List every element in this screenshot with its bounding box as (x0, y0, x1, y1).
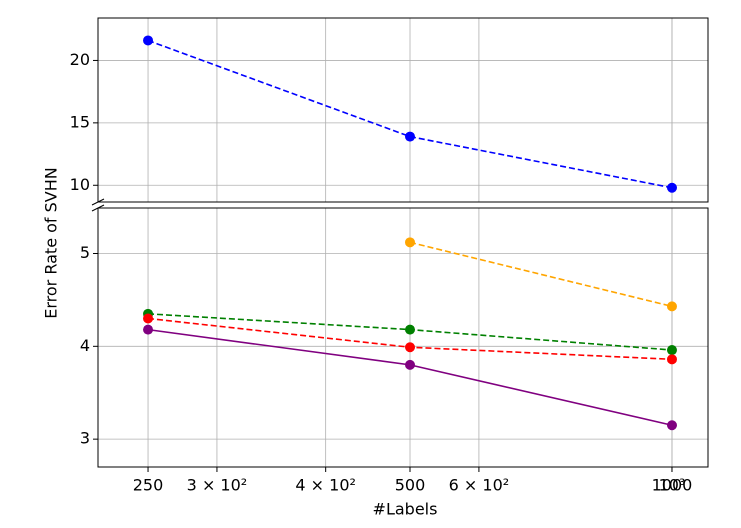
point (143, 313, 154, 324)
point (666, 301, 677, 312)
point (405, 237, 416, 248)
point (666, 354, 677, 365)
y-tick-label: 15 (70, 112, 90, 131)
plot-frame (97, 17, 709, 203)
y-tick-label: 3 (80, 429, 90, 448)
point (666, 420, 677, 431)
x-tick-label: 10³ (659, 476, 686, 495)
x-tick-label: 250 (133, 476, 164, 495)
y-tick-label: 10 (70, 175, 90, 194)
point (405, 359, 416, 370)
x-tick-label: 6 × 10² (449, 476, 510, 495)
point (405, 342, 416, 353)
point (143, 324, 154, 335)
x-tick-label: 1000 (652, 476, 693, 495)
plot-frame (97, 207, 709, 468)
point (405, 324, 416, 335)
point (405, 131, 416, 142)
point (666, 345, 677, 356)
y-tick-label: 20 (70, 50, 90, 69)
x-axis-label: #Labels (373, 500, 438, 519)
y-tick-label: 5 (80, 243, 90, 262)
series-line (409, 241, 673, 308)
x-tick-label: 3 × 10² (187, 476, 248, 495)
y-axis-label: Error Rate of SVHN (42, 167, 61, 318)
x-tick-label: 4 × 10² (295, 476, 356, 495)
point (666, 182, 677, 193)
point (143, 35, 154, 46)
y-tick-label: 4 (80, 336, 90, 355)
x-tick-label: 500 (395, 476, 426, 495)
